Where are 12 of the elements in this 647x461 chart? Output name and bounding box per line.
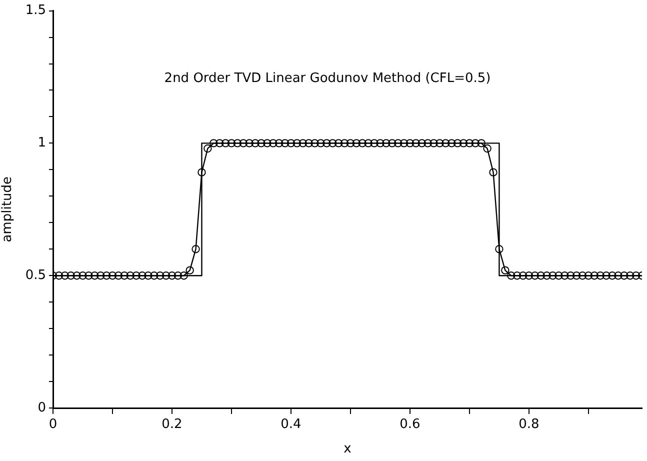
y-tick-label: 0.5 [25,268,46,283]
x-tick-label: 0.8 [518,417,540,432]
y-axis-title: amplitude [0,176,16,242]
y-tick-label: 0 [38,400,46,416]
x-tick-label: 0.6 [400,417,420,432]
text: 2nd Order TVD Linear Godunov Method (CFL=0.5) [164,71,491,86]
x-tick-label: 0.2 [162,417,182,432]
x-axis-title: x [344,442,352,457]
x-tick-label: 0.4 [280,417,302,432]
y-tick-label: 1 [38,136,46,151]
x-tick-label: 0 [48,417,58,432]
y-tick-label: 1.5 [25,3,46,18]
